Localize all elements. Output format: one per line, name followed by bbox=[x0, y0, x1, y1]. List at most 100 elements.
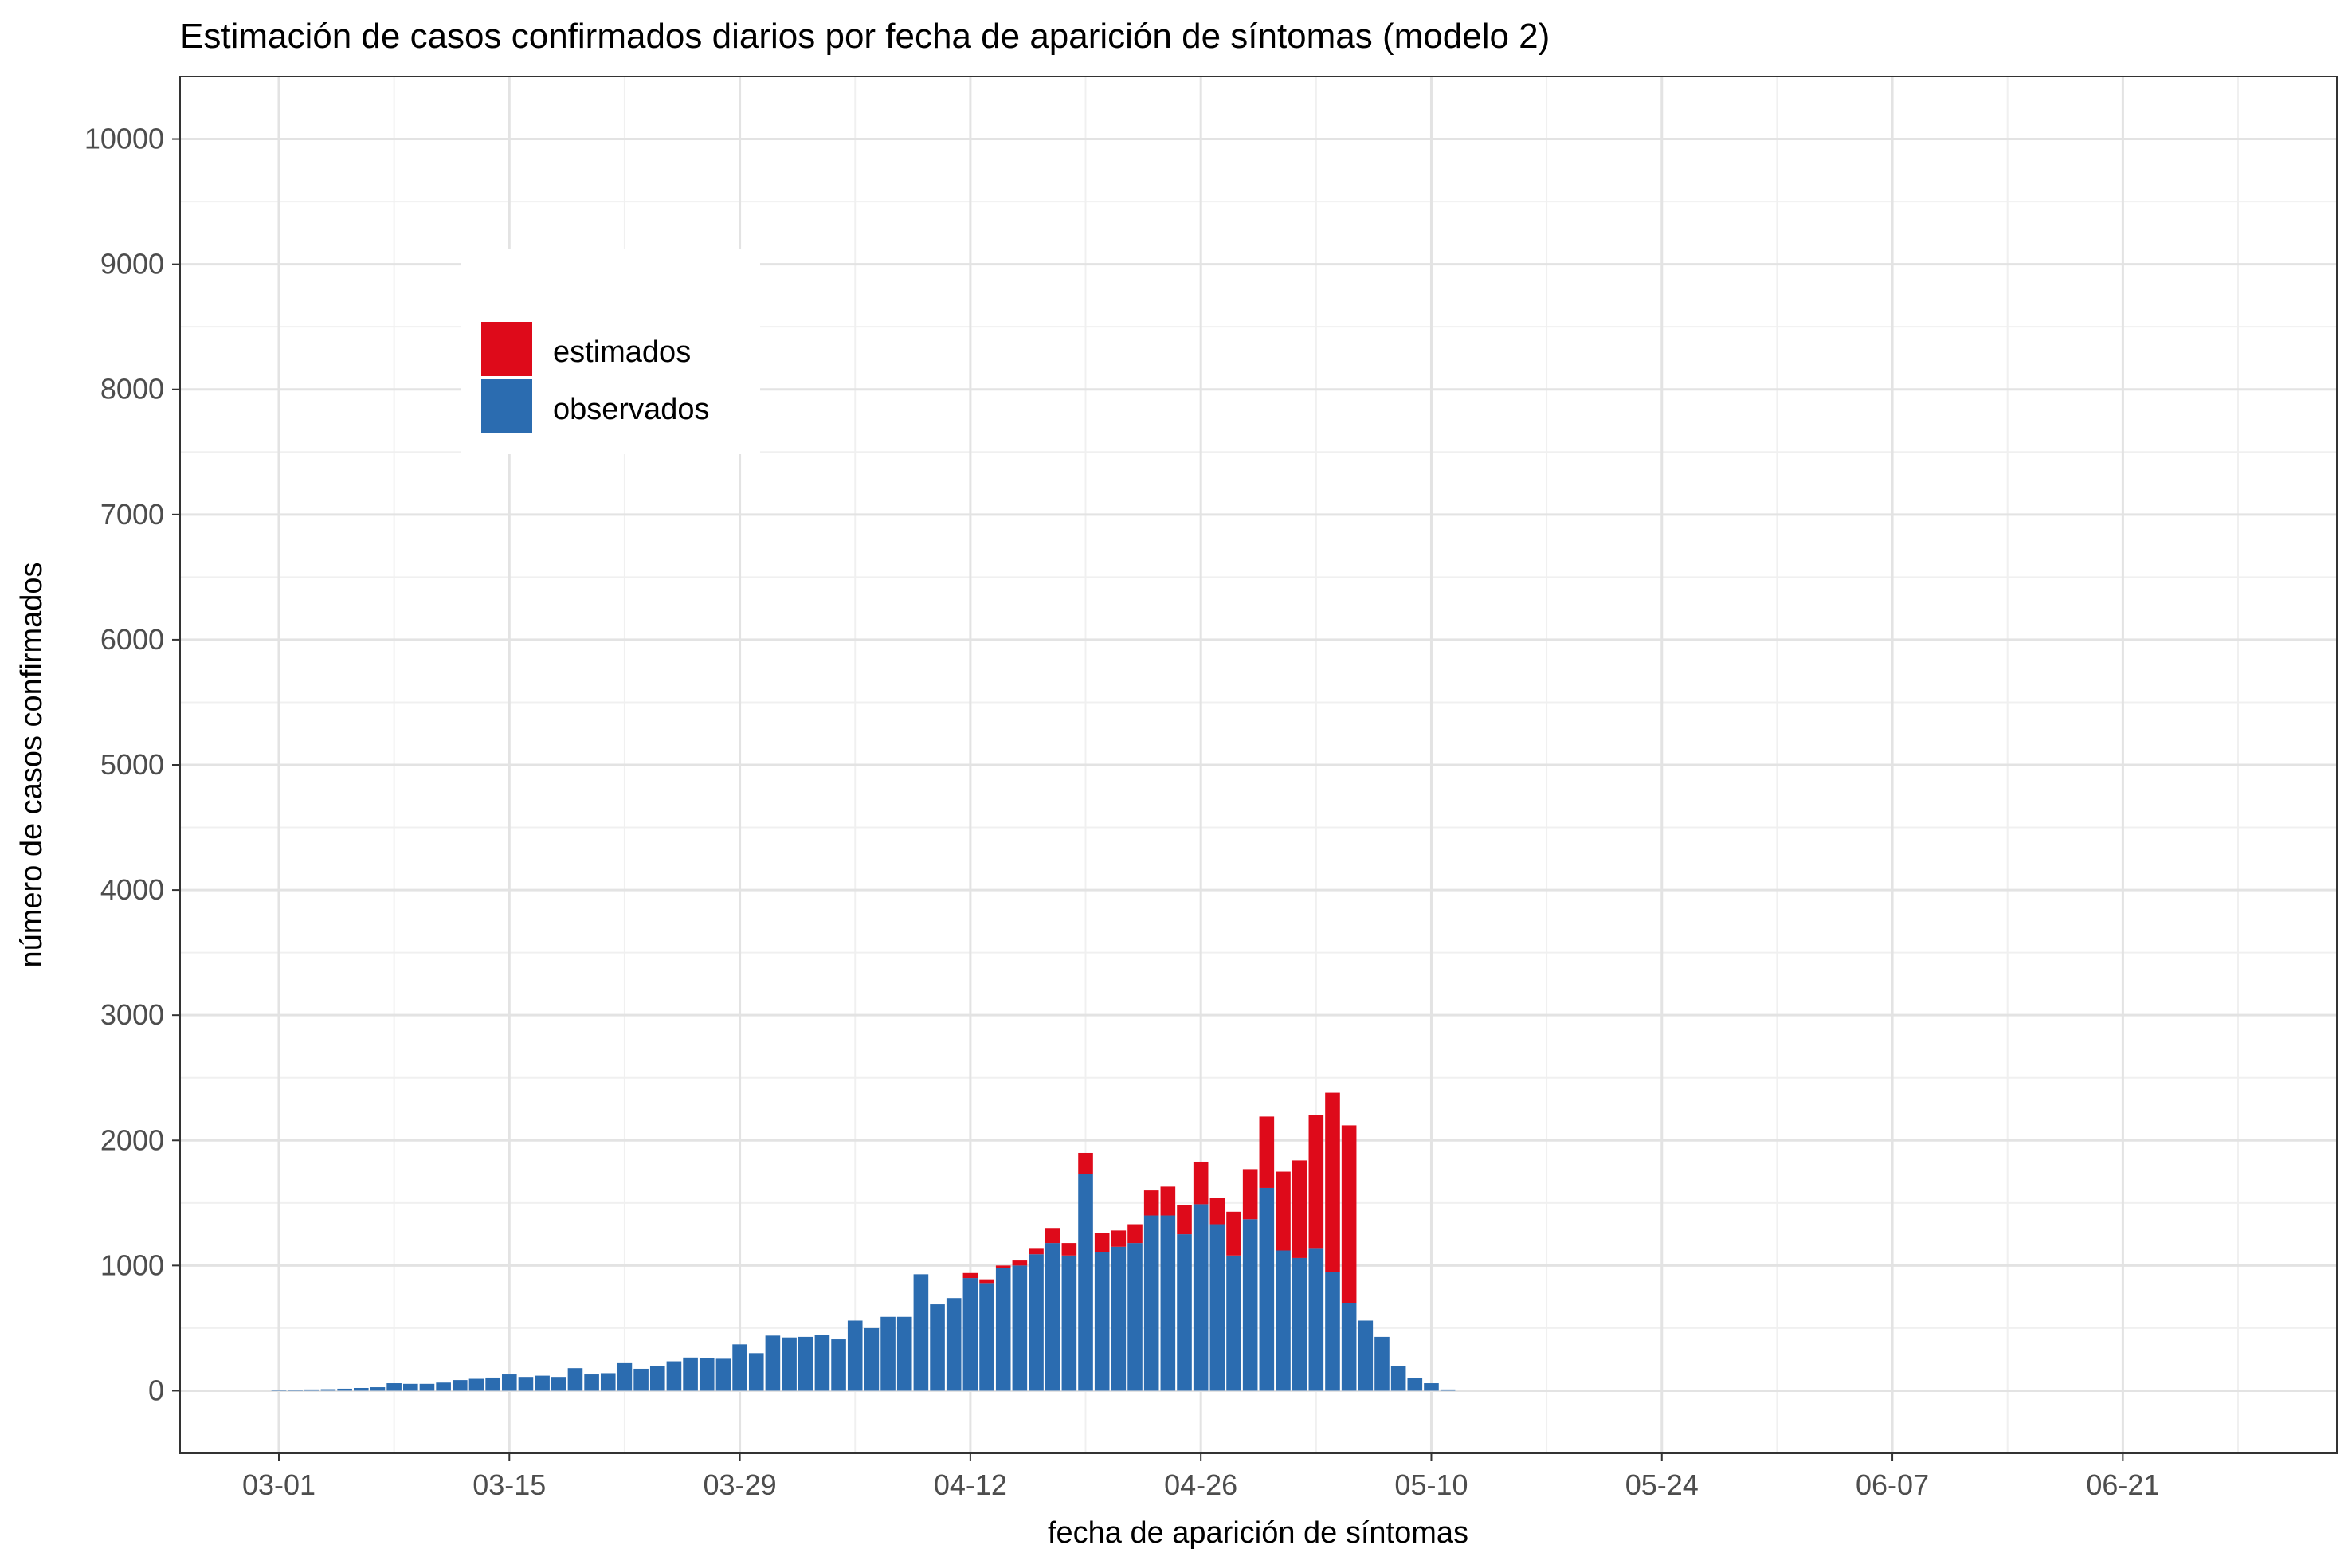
bar-observados bbox=[896, 1316, 912, 1391]
bar-observados bbox=[436, 1382, 451, 1391]
bar-observados bbox=[1029, 1254, 1044, 1391]
y-tick-label: 5000 bbox=[100, 748, 164, 781]
bar-estimados bbox=[1308, 1115, 1324, 1249]
bar-estimados bbox=[1341, 1125, 1357, 1303]
bar-estimados bbox=[1292, 1160, 1307, 1258]
legend-label-estimados: estimados bbox=[553, 335, 691, 369]
legend-label-observados: observados bbox=[553, 393, 709, 426]
x-tick-label: 05-24 bbox=[1625, 1468, 1699, 1501]
bar-observados bbox=[1061, 1255, 1077, 1391]
bar-observados bbox=[567, 1368, 583, 1391]
bar-estimados bbox=[962, 1272, 978, 1279]
bar-observados bbox=[1325, 1272, 1340, 1391]
y-axis-title: número de casos confirmados bbox=[15, 562, 49, 967]
x-tick-label: 06-07 bbox=[1856, 1468, 1929, 1501]
bar-estimados bbox=[1209, 1198, 1225, 1225]
y-tick-label: 9000 bbox=[100, 248, 164, 280]
bar-estimados bbox=[1226, 1211, 1241, 1256]
bar-observados bbox=[880, 1316, 896, 1391]
bar-observados bbox=[1078, 1174, 1093, 1391]
x-tick-label: 04-12 bbox=[934, 1468, 1007, 1501]
bar-observados bbox=[468, 1378, 484, 1391]
y-tick-label: 10000 bbox=[84, 123, 164, 155]
bar-estimados bbox=[1111, 1230, 1127, 1247]
bar-estimados bbox=[1045, 1228, 1060, 1244]
y-tick-label: 4000 bbox=[100, 873, 164, 906]
legend: estimados observados bbox=[461, 249, 760, 454]
y-tick-label: 7000 bbox=[100, 498, 164, 531]
bar-observados bbox=[930, 1304, 945, 1391]
bar-observados bbox=[979, 1283, 994, 1391]
bar-observados bbox=[320, 1389, 336, 1391]
bar-estimados bbox=[1061, 1243, 1077, 1256]
bar-observados bbox=[913, 1274, 929, 1391]
bar-estimados bbox=[1325, 1092, 1340, 1272]
bar-observados bbox=[452, 1380, 468, 1391]
bar-observados bbox=[765, 1335, 781, 1391]
bar-estimados bbox=[1029, 1248, 1044, 1255]
bar-observados bbox=[584, 1374, 599, 1391]
bar-estimados bbox=[1177, 1205, 1192, 1235]
y-tick-label: 0 bbox=[148, 1374, 164, 1406]
bar-observados bbox=[1045, 1243, 1060, 1391]
x-tick-label: 04-26 bbox=[1164, 1468, 1237, 1501]
bar-observados bbox=[600, 1373, 616, 1391]
bar-observados bbox=[732, 1344, 747, 1391]
bar-observados bbox=[831, 1339, 846, 1391]
bar-observados bbox=[847, 1320, 863, 1391]
bar-estimados bbox=[979, 1279, 994, 1284]
bar-observados bbox=[1358, 1320, 1374, 1391]
x-axis: 03-01 03-15 03-29 04-12 04-26 05-10 05-24 06-07… bbox=[242, 1453, 2159, 1501]
bar-observados bbox=[551, 1377, 566, 1391]
bar-observados bbox=[518, 1377, 534, 1391]
bar-observados bbox=[1374, 1336, 1390, 1391]
bar-observados bbox=[1111, 1246, 1127, 1391]
bar-observados bbox=[1177, 1234, 1192, 1391]
bar-observados bbox=[715, 1358, 731, 1391]
bar-estimados bbox=[1012, 1260, 1028, 1266]
bar-observados bbox=[370, 1387, 386, 1391]
bar-observados bbox=[419, 1383, 435, 1391]
bar-estimados bbox=[1193, 1161, 1209, 1205]
bar-observados bbox=[782, 1337, 797, 1391]
legend-key-estimados bbox=[481, 322, 532, 376]
bar-observados bbox=[1226, 1255, 1241, 1391]
y-tick-label: 2000 bbox=[100, 1123, 164, 1156]
bar-observados bbox=[1276, 1250, 1291, 1391]
bar-estimados bbox=[1160, 1186, 1176, 1216]
bar-estimados bbox=[1094, 1233, 1110, 1252]
bar-observados bbox=[1127, 1243, 1143, 1391]
y-tick-label: 8000 bbox=[100, 373, 164, 406]
bar-observados bbox=[1012, 1265, 1028, 1391]
y-tick-label: 6000 bbox=[100, 623, 164, 656]
bar-observados bbox=[864, 1327, 880, 1391]
bar-observados bbox=[1390, 1366, 1406, 1391]
bar-estimados bbox=[1276, 1171, 1291, 1251]
x-axis-title: fecha de aparición de síntomas bbox=[1048, 1516, 1468, 1550]
bar-observados bbox=[946, 1298, 962, 1391]
bar-observados bbox=[1292, 1257, 1307, 1391]
bar-observados bbox=[683, 1357, 698, 1391]
bar-observados bbox=[814, 1335, 830, 1391]
bar-observados bbox=[1193, 1204, 1209, 1391]
bar-estimados bbox=[1259, 1116, 1275, 1188]
bar-observados bbox=[633, 1368, 649, 1391]
bar-observados bbox=[1308, 1248, 1324, 1391]
y-tick-label: 3000 bbox=[100, 998, 164, 1031]
bar-observados bbox=[748, 1353, 764, 1391]
y-tick-label: 1000 bbox=[100, 1249, 164, 1281]
bar-observados bbox=[666, 1361, 682, 1391]
chart-title: Estimación de casos confirmados diarios … bbox=[180, 17, 1550, 56]
bar-observados bbox=[337, 1388, 352, 1391]
x-tick-label: 03-29 bbox=[704, 1468, 777, 1501]
bar-observados bbox=[1094, 1252, 1110, 1391]
bar-observados bbox=[962, 1278, 978, 1391]
x-tick-label: 05-10 bbox=[1394, 1468, 1468, 1501]
bars bbox=[271, 1092, 1456, 1391]
bar-observados bbox=[699, 1358, 715, 1391]
bar-observados bbox=[535, 1375, 550, 1391]
bar-observados bbox=[1407, 1378, 1423, 1391]
x-tick-label: 03-01 bbox=[242, 1468, 316, 1501]
bar-observados bbox=[304, 1389, 319, 1391]
